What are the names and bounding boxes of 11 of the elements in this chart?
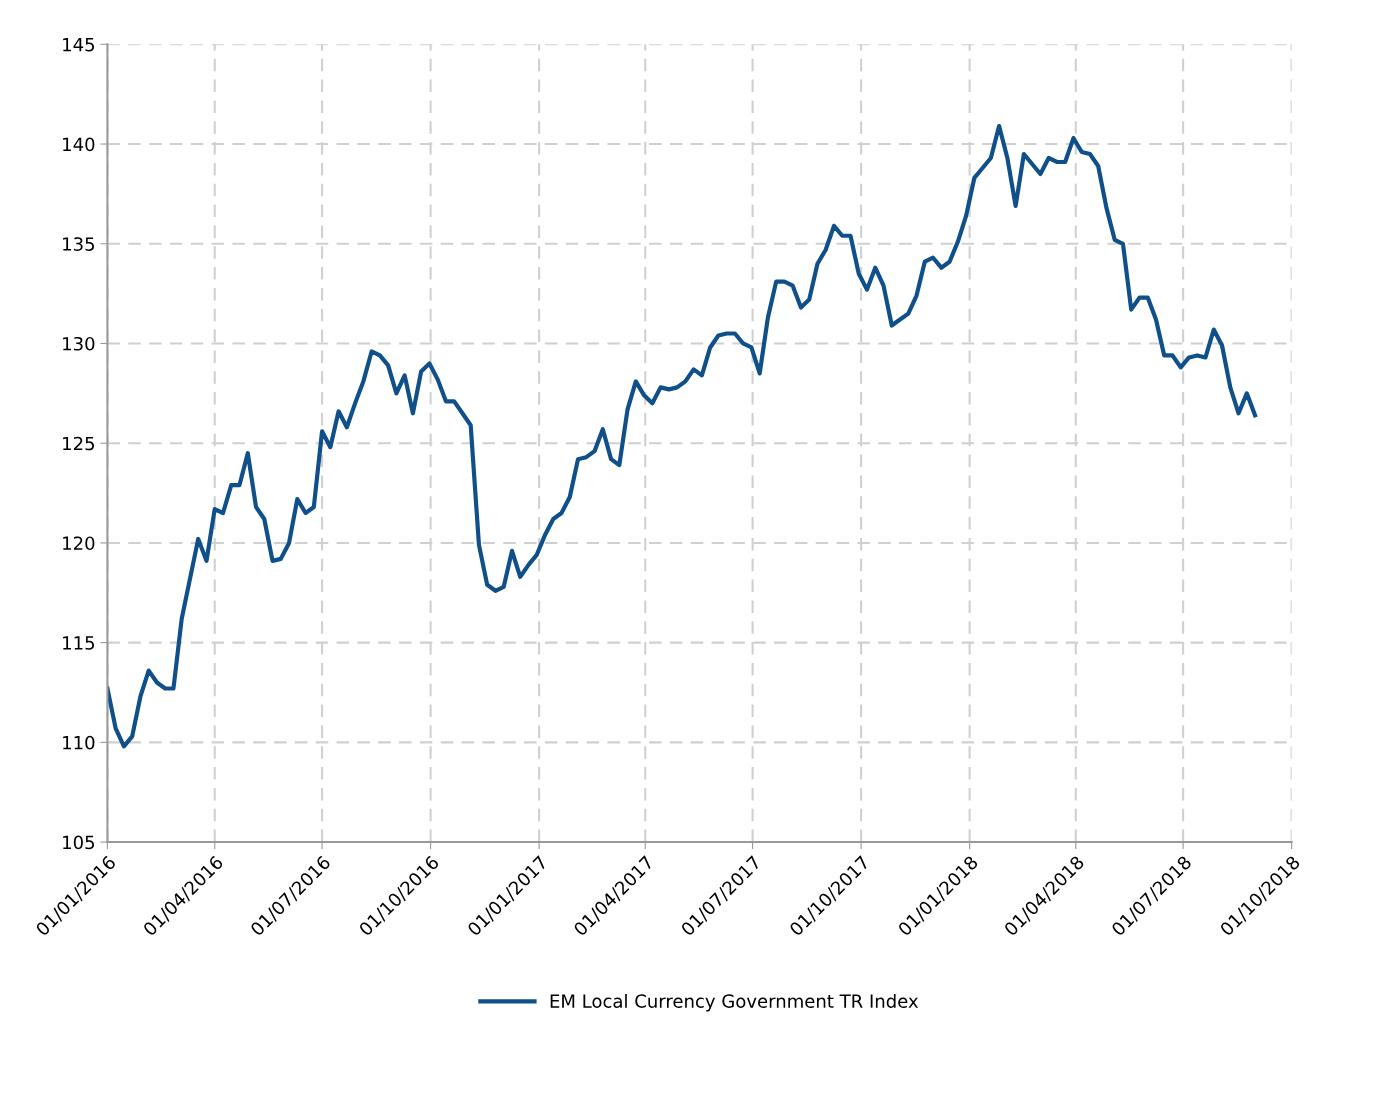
y-tick-label: 145	[63, 38, 95, 52]
y-tick-label: 120	[63, 536, 95, 551]
y-tick-label: 125	[63, 436, 95, 451]
y-tick-label: 105	[63, 835, 95, 850]
legend-label: EM Local Currency Government TR Index	[550, 993, 919, 1012]
y-tick-label: 135	[63, 237, 95, 251]
y-tick-label: 110	[63, 735, 95, 750]
y-tick-label: 115	[63, 636, 95, 650]
line-series	[107, 124, 1258, 749]
y-tick-label: 130	[63, 336, 95, 351]
y-tick-label: 140	[63, 137, 95, 152]
